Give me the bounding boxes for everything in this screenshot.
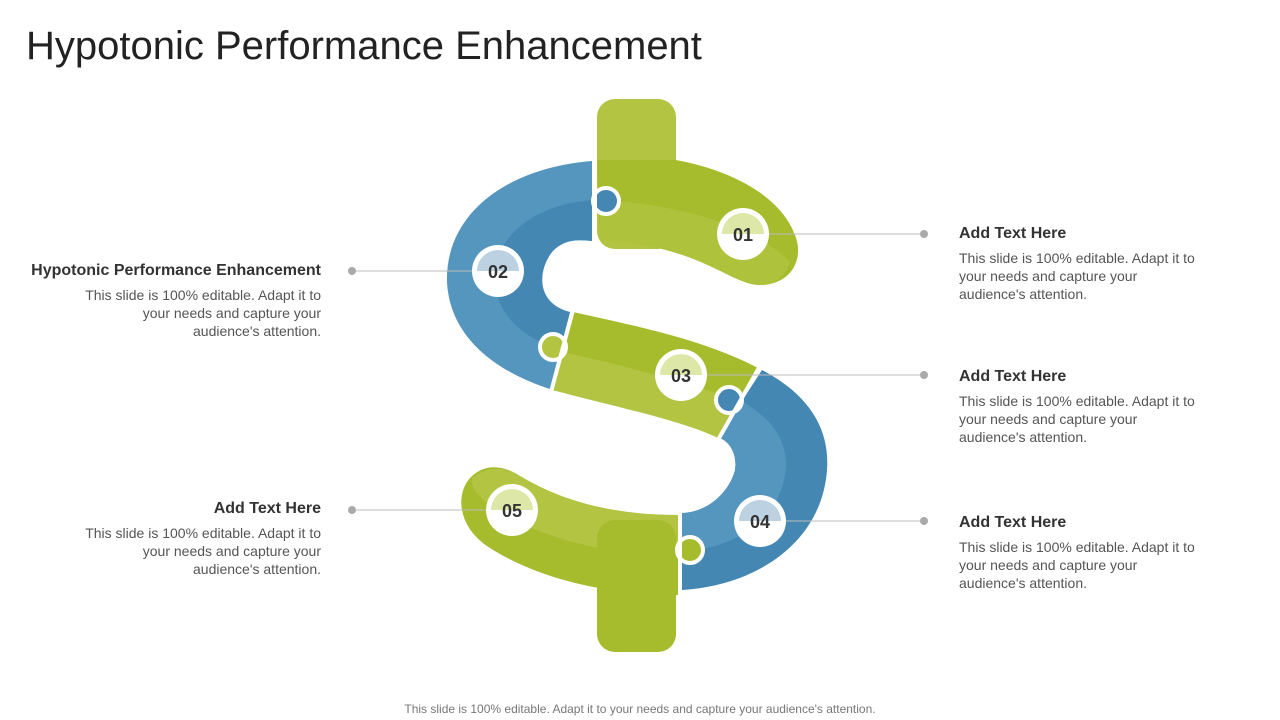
step-04-text: Add Text Here This slide is 100% editabl… [959, 514, 1259, 592]
badge-01: 01 [717, 208, 769, 260]
puzzle-piece-02-shade [494, 200, 592, 350]
dollar-bottom-stem [597, 520, 676, 652]
step-04-body: This slide is 100% editable. Adapt it to… [959, 539, 1195, 591]
step-02-body: This slide is 100% editable. Adapt it to… [85, 287, 321, 339]
badge-05: 05 [486, 484, 538, 536]
badge-02: 02 [472, 245, 524, 297]
step-04-heading: Add Text Here [959, 514, 1067, 531]
piece-separators [549, 160, 762, 594]
badge-number-04: 04 [750, 512, 770, 532]
slide-title: Hypotonic Performance Enhancement [26, 24, 702, 68]
step-05-body: This slide is 100% editable. Adapt it to… [85, 525, 321, 577]
puzzle-knobs [538, 186, 744, 565]
step-02-text: Hypotonic Performance Enhancement This s… [21, 262, 321, 340]
badge-03: 03 [655, 349, 707, 401]
badge-number-01: 01 [733, 225, 753, 245]
step-05-text: Add Text Here This slide is 100% editabl… [21, 500, 321, 578]
step-03-heading: Add Text Here [959, 368, 1067, 385]
badge-number-02: 02 [488, 262, 508, 282]
connector-dots [348, 230, 928, 525]
step-01-text: Add Text Here This slide is 100% editabl… [959, 225, 1259, 303]
step-01-heading: Add Text Here [959, 225, 1067, 242]
step-03-body: This slide is 100% editable. Adapt it to… [959, 393, 1195, 445]
badge-number-03: 03 [671, 366, 691, 386]
step-01-body: This slide is 100% editable. Adapt it to… [959, 250, 1195, 302]
step-02-heading: Hypotonic Performance Enhancement [31, 262, 321, 279]
badge-number-05: 05 [502, 501, 522, 521]
puzzle-piece-03-shade [562, 312, 758, 400]
puzzle-piece-01-shade [600, 200, 790, 286]
step-03-text: Add Text Here This slide is 100% editabl… [959, 368, 1259, 446]
badge-04: 04 [734, 495, 786, 547]
step-05-heading: Add Text Here [213, 500, 321, 517]
connector-lines [352, 233, 924, 522]
footer-note: This slide is 100% editable. Adapt it to… [404, 702, 876, 716]
